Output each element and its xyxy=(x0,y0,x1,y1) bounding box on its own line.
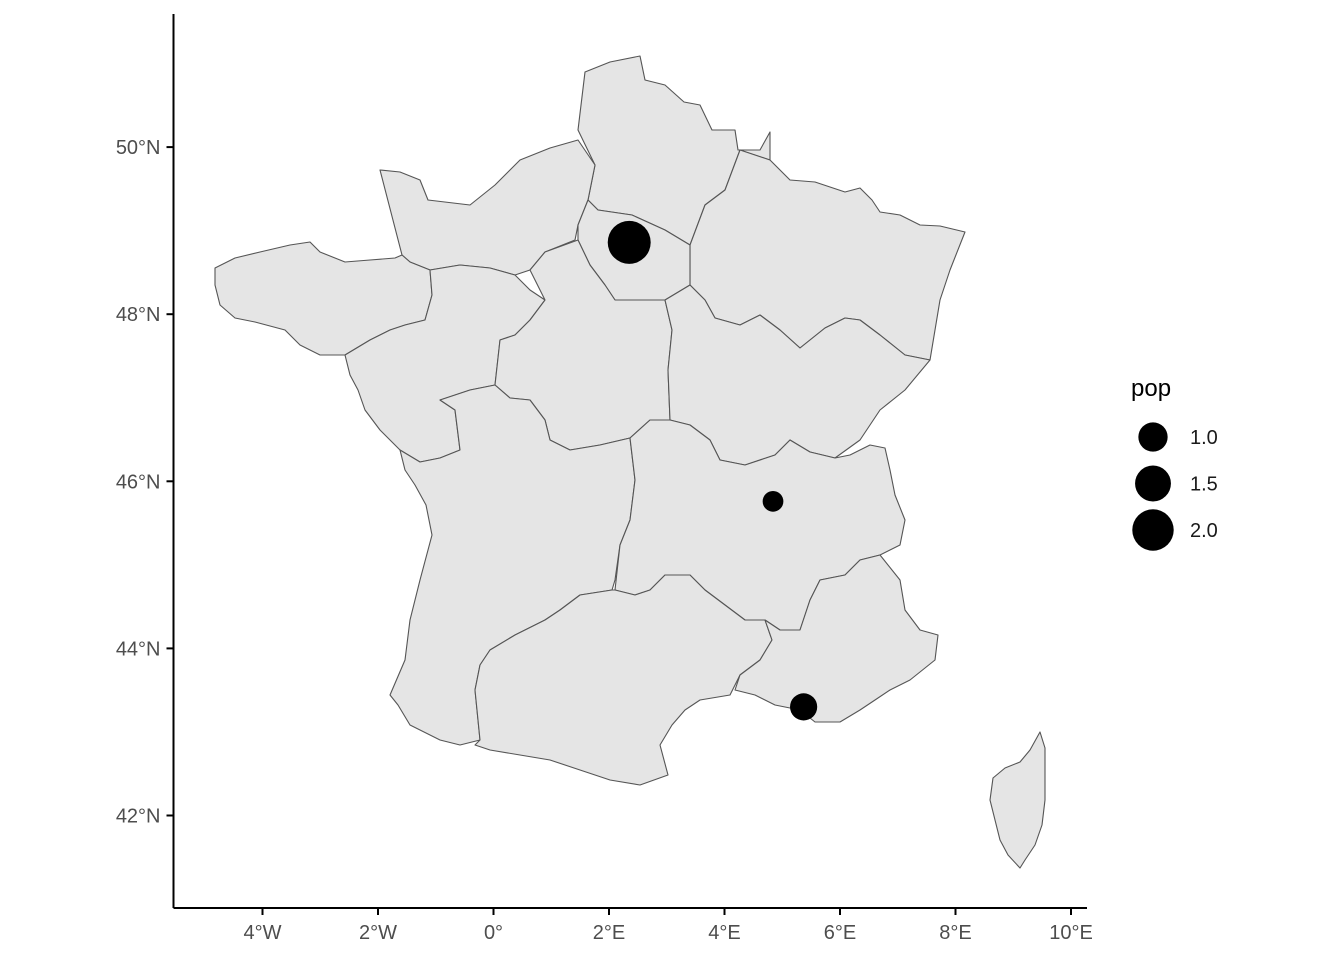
y-tick-label: 46°N xyxy=(116,471,161,493)
x-tick-label: 4°E xyxy=(708,922,740,944)
region-provence-alpes-cote-dazur xyxy=(734,554,939,723)
y-tick-label: 42°N xyxy=(116,806,161,828)
city-point xyxy=(762,490,784,512)
legend-title: pop xyxy=(1131,375,1171,402)
legend-key xyxy=(1138,422,1168,452)
city-point xyxy=(607,220,651,264)
legend-label: 2.0 xyxy=(1190,520,1218,542)
y-tick-label: 48°N xyxy=(116,304,161,326)
point-layer xyxy=(607,220,818,721)
axes: 4°W 2°W 0° 2°E 4°E 6°E 8°E 10°E 42°N 44°N 46°N 48°N… xyxy=(116,14,1093,944)
region-occitanie xyxy=(474,574,773,786)
region-corse xyxy=(989,731,1046,869)
legend-key xyxy=(1132,509,1174,551)
y-tick-label: 50°N xyxy=(116,137,161,159)
x-tick-label: 8°E xyxy=(939,922,971,944)
legend-key xyxy=(1135,465,1171,502)
y-tick-label: 44°N xyxy=(116,638,161,660)
size-legend: pop 1.0 1.5 2.0 xyxy=(1131,375,1218,551)
x-tick-label: 10°E xyxy=(1049,922,1093,944)
x-tick-label: 6°E xyxy=(824,922,856,944)
x-tick-label: 4°W xyxy=(244,922,282,944)
legend-label: 1.0 xyxy=(1190,427,1218,449)
x-tick-label: 2°E xyxy=(593,922,625,944)
x-tick-label: 2°W xyxy=(359,922,397,944)
city-point xyxy=(790,693,818,721)
region-layer xyxy=(214,55,1046,869)
legend-label: 1.5 xyxy=(1190,474,1218,496)
x-tick-label: 0° xyxy=(484,922,503,944)
